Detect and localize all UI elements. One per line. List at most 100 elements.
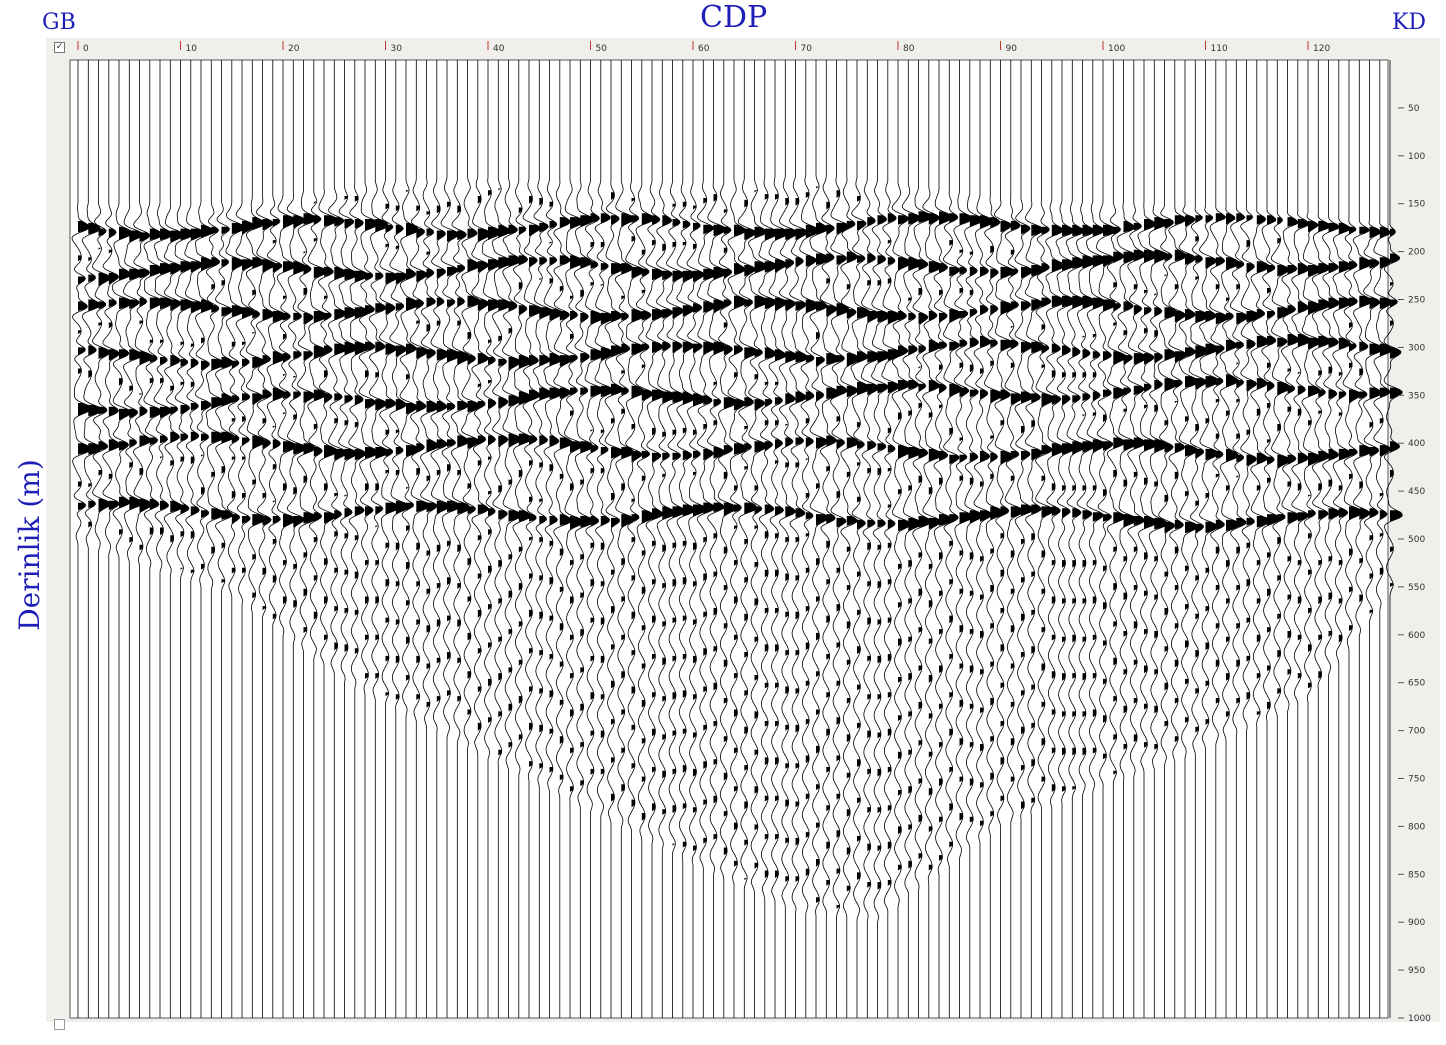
trace-71	[799, 60, 819, 1018]
trace-fill-117	[1277, 217, 1290, 695]
x-tick-label-50: 50	[596, 44, 608, 54]
trace-fill-33	[416, 205, 429, 700]
trace-51	[594, 60, 614, 1018]
checkbox-bottom[interactable]	[54, 1019, 65, 1030]
trace-121	[1311, 60, 1331, 1018]
trace-fill-21	[293, 215, 306, 608]
trace-47	[553, 60, 573, 1018]
trace-fill-49	[580, 215, 593, 787]
trace-fill-122	[1328, 222, 1341, 637]
trace-66	[748, 60, 768, 1018]
y-tick-label-1000: 1000	[1408, 1014, 1431, 1022]
trace-125	[1352, 60, 1372, 1018]
trace-35	[430, 60, 450, 1018]
trace-fill-54	[631, 198, 644, 808]
trace-57	[655, 60, 675, 1018]
trace-63	[717, 60, 737, 1018]
trace-41	[491, 60, 511, 1018]
trace-fill-77	[867, 217, 880, 888]
trace-fill-43	[518, 207, 531, 741]
trace-fill-39	[477, 196, 490, 731]
trace-25	[327, 60, 347, 1018]
trace-104	[1137, 60, 1157, 1018]
trace-fill-108	[1185, 215, 1198, 723]
trace-116	[1261, 60, 1280, 1018]
trace-36	[440, 60, 460, 1018]
trace-75	[840, 60, 860, 1018]
trace-64	[727, 60, 747, 1018]
trace-2	[92, 60, 112, 1018]
trace-fill-99	[1092, 224, 1105, 754]
trace-0	[71, 60, 91, 1018]
x-tick-label-30: 30	[391, 44, 403, 54]
trace-56	[645, 60, 665, 1018]
trace-fill-50	[590, 213, 603, 775]
trace-fill-10	[180, 228, 193, 570]
trace-92	[1014, 60, 1034, 1018]
x-tick-label-110: 110	[1211, 44, 1228, 54]
trace-17	[245, 60, 265, 1018]
trace-19	[266, 60, 286, 1018]
trace-fill-0	[78, 220, 91, 511]
trace-fill-17	[252, 217, 265, 599]
trace-37	[450, 60, 470, 1018]
trace-fill-53	[621, 213, 634, 792]
trace-fill-105	[1154, 217, 1167, 750]
trace-fill-40	[488, 190, 501, 723]
trace-27	[348, 60, 368, 1018]
trace-fill-4	[119, 226, 132, 536]
trace-123	[1332, 60, 1352, 1018]
trace-76	[850, 60, 870, 1018]
y-axis-ticks: 50 100 150 200 250 300 350 400 450 500 550 600 650 70…	[1398, 104, 1431, 1022]
y-tick-label-450: 450	[1408, 487, 1425, 497]
trace-fill-51	[600, 213, 613, 775]
trace-fill-15	[231, 222, 244, 574]
trace-9	[163, 60, 183, 1018]
trace-38	[461, 60, 481, 1018]
trace-fill-115	[1256, 215, 1269, 716]
trace-fill-121	[1318, 220, 1331, 679]
trace-68	[768, 60, 788, 1018]
trace-26	[338, 60, 358, 1018]
trace-fill-56	[652, 215, 665, 812]
checkbox-top[interactable]: ✓	[54, 42, 65, 53]
trace-fill-71	[805, 192, 818, 877]
trace-fill-52	[611, 192, 624, 802]
y-tick-label-200: 200	[1408, 248, 1425, 258]
trace-62	[706, 60, 727, 1018]
trace-117	[1271, 60, 1290, 1018]
trace-78	[871, 60, 891, 1018]
trace-99	[1085, 60, 1106, 1018]
trace-fill-74	[836, 190, 849, 909]
trace-fill-48	[570, 217, 583, 792]
trace-11	[184, 60, 204, 1018]
trace-fill-114	[1246, 215, 1259, 700]
trace-5	[122, 60, 142, 1018]
trace-fill-90	[1000, 220, 1013, 802]
trace-67	[758, 60, 778, 1018]
trace-fill-128	[1390, 228, 1403, 587]
x-axis-ticks: 0 10 20 30 40 50 60 70 80 90 100 110 120	[77, 41, 1330, 54]
trace-fill-118	[1287, 217, 1300, 675]
trace-fill-83	[928, 213, 941, 871]
trace-fill-73	[826, 201, 839, 886]
trace-100	[1096, 60, 1116, 1018]
direction-label-right: KD	[1392, 10, 1427, 35]
trace-fill-67	[764, 194, 777, 879]
x-tick-label-20: 20	[288, 44, 300, 54]
trace-4	[111, 60, 132, 1018]
trace-54	[625, 60, 645, 1018]
trace-fill-9	[170, 230, 183, 543]
trace-fill-69	[785, 198, 798, 882]
y-tick-label-400: 400	[1408, 439, 1425, 449]
trace-fill-116	[1267, 215, 1280, 710]
trace-94	[1035, 60, 1055, 1018]
y-tick-label-500: 500	[1408, 535, 1425, 545]
trace-fill-127	[1379, 226, 1392, 576]
trace-fill-41	[498, 188, 511, 756]
trace-111	[1209, 60, 1229, 1018]
x-tick-label-60: 60	[698, 44, 710, 54]
trace-91	[1004, 60, 1024, 1018]
trace-fill-110	[1205, 215, 1218, 725]
trace-108	[1178, 60, 1198, 1018]
